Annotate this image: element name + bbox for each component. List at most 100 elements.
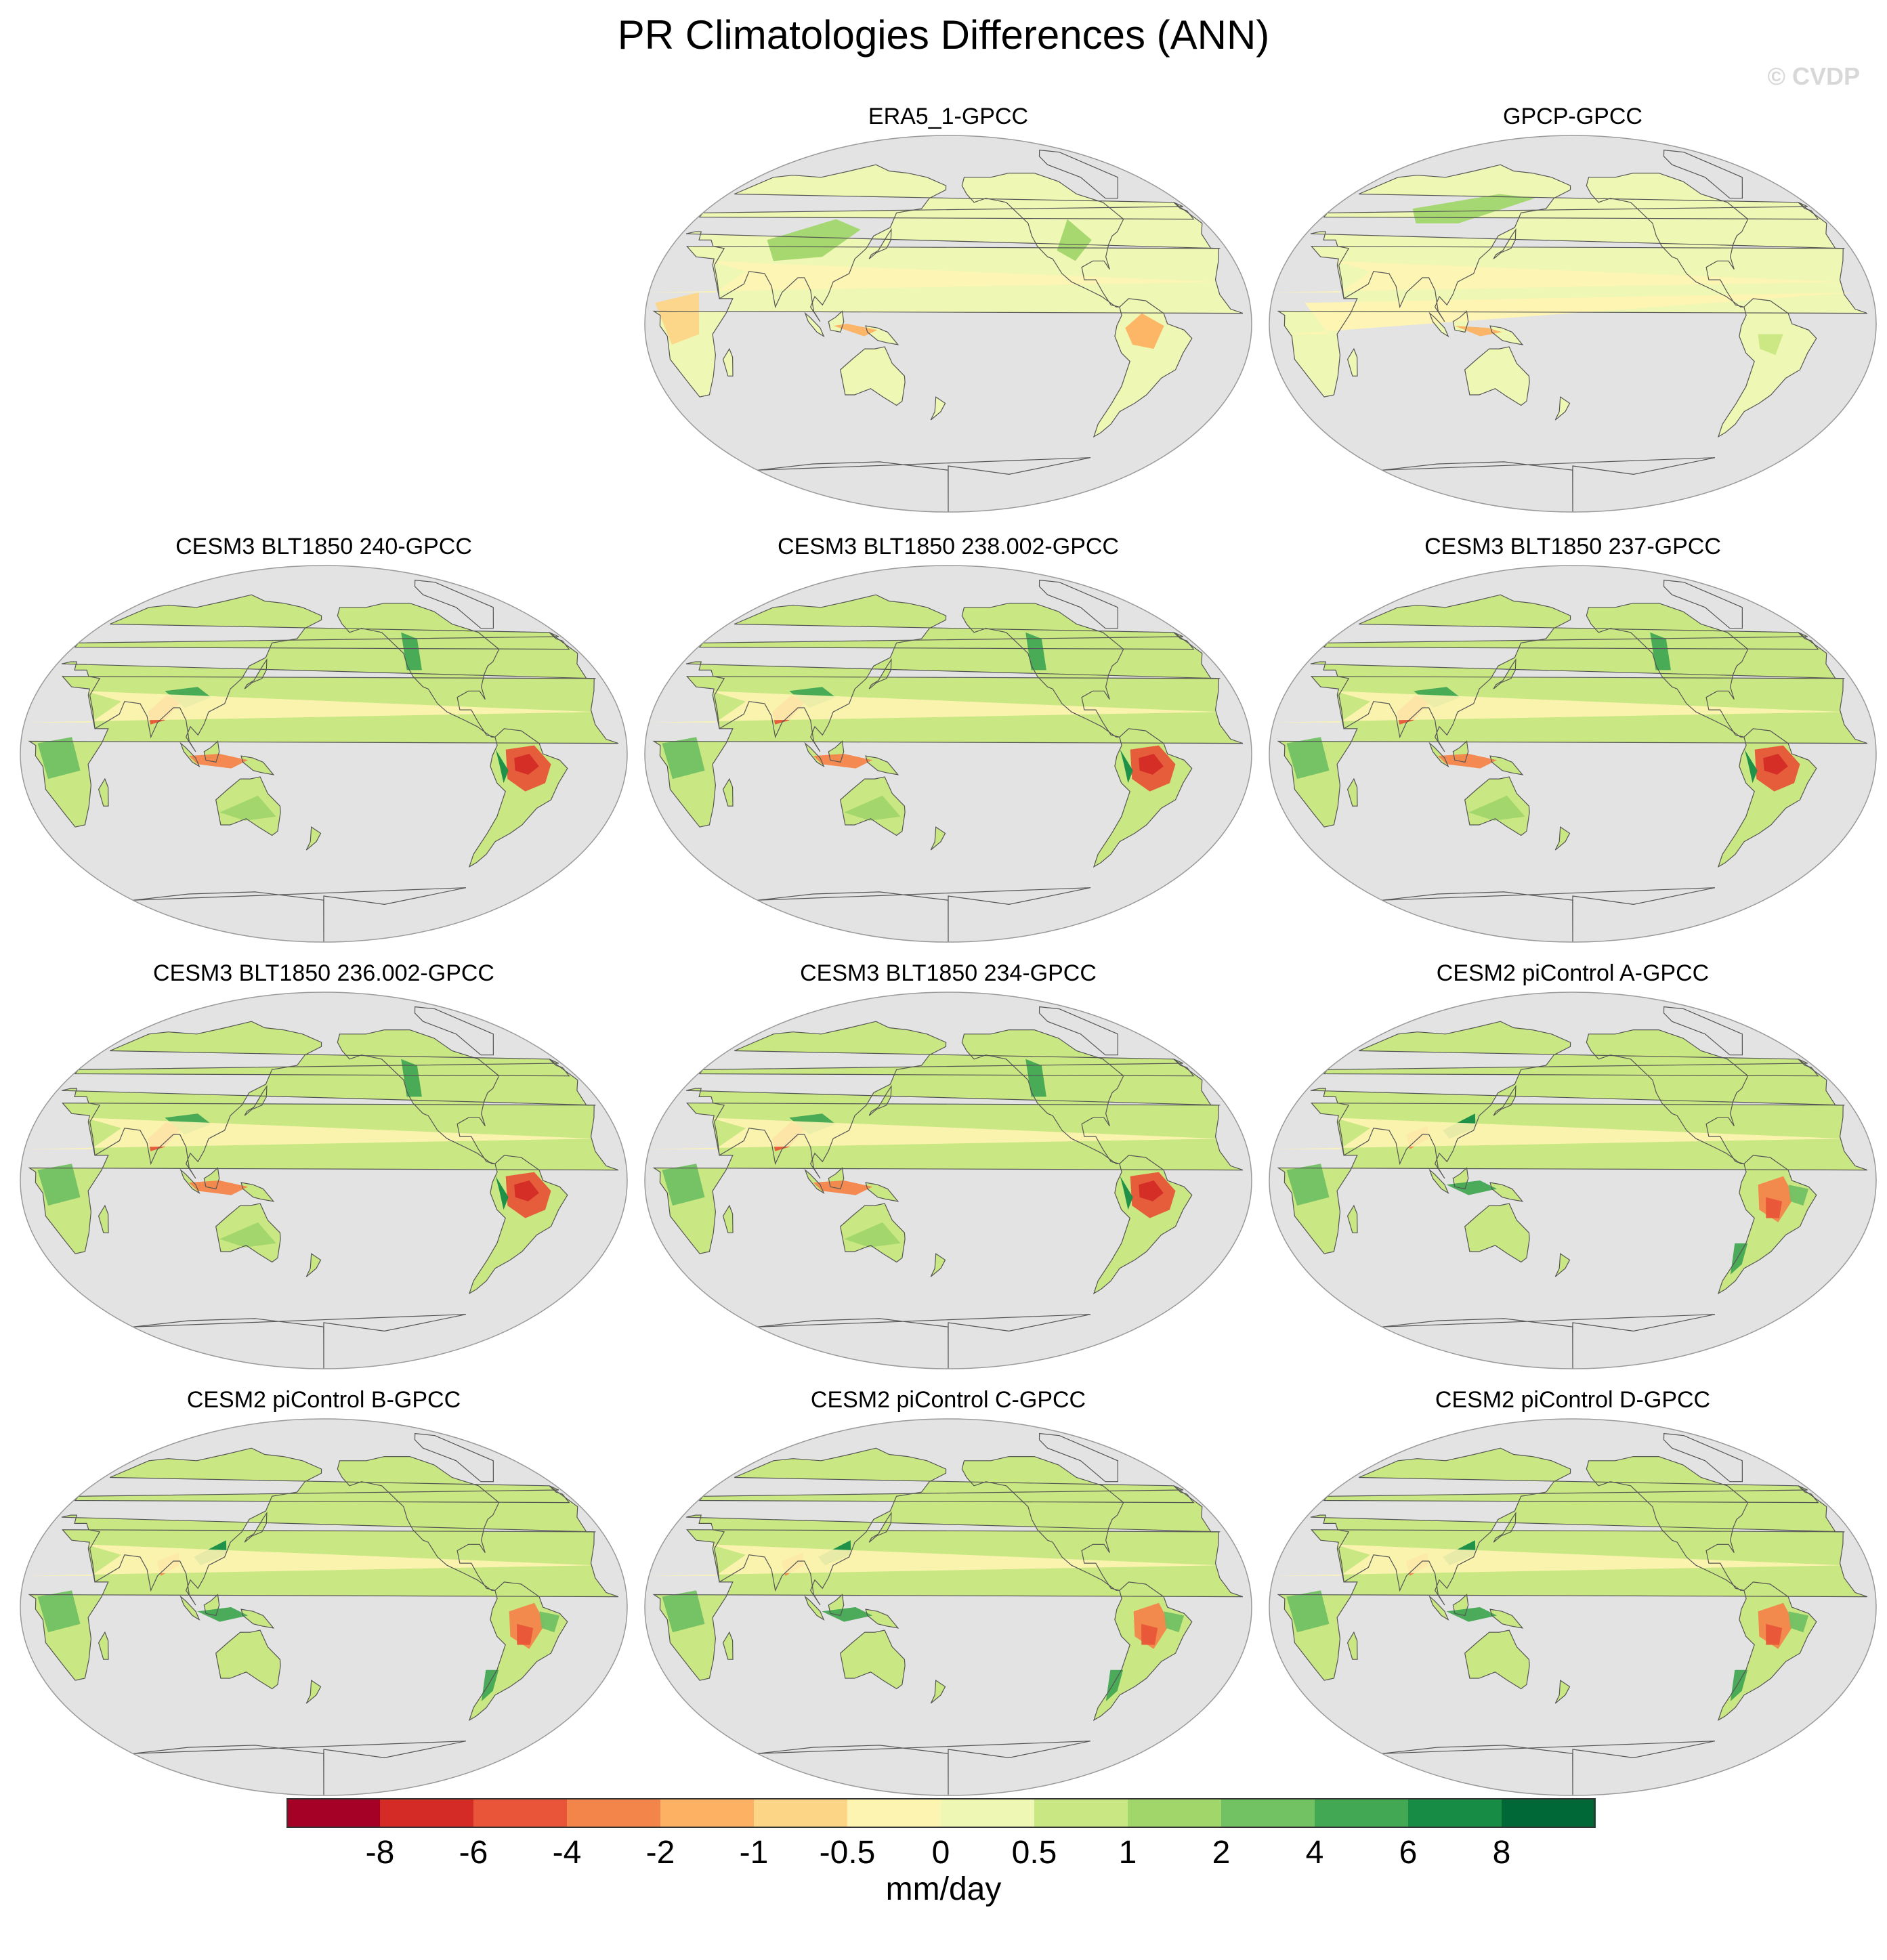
coastline — [698, 1059, 1195, 1077]
anomaly-patch — [517, 1623, 534, 1645]
anomaly-patch — [24, 1117, 595, 1149]
panel-title: GPCP-GPCC — [1503, 104, 1642, 129]
land-britain — [699, 1059, 1194, 1076]
coastline — [203, 1167, 220, 1190]
map-panel-svg — [644, 135, 1252, 513]
coastline — [1586, 1456, 1749, 1591]
land-nz — [1555, 827, 1570, 851]
map-panel-svg — [644, 565, 1252, 943]
land-greenland — [1663, 1006, 1743, 1056]
figure-title: PR Climatologies Differences (ANN) — [617, 12, 1270, 58]
coastline — [179, 742, 200, 767]
anomaly-patch — [514, 1180, 539, 1201]
land-newguinea — [866, 756, 898, 775]
colorbar-tick-label: -1 — [739, 1835, 769, 1871]
land-samerica — [1718, 298, 1817, 437]
land-newguinea — [241, 1183, 274, 1201]
coastline — [961, 1456, 1124, 1591]
coastline — [1323, 632, 1819, 650]
land-greenland — [1663, 149, 1743, 199]
land-namerica — [1586, 173, 1748, 307]
colorbar-box — [660, 1798, 755, 1828]
anomaly-patch — [1273, 261, 1844, 293]
land-antarctica — [1382, 887, 1716, 942]
land-britain — [75, 1059, 570, 1076]
land-namerica — [962, 173, 1124, 307]
coastline — [1493, 1084, 1517, 1116]
anomaly-patch — [1105, 1669, 1124, 1701]
anomaly-patch — [1286, 737, 1330, 780]
land-japan — [1493, 1513, 1516, 1543]
land-britain — [75, 632, 570, 649]
coastline — [244, 1084, 268, 1116]
land-newguinea — [1490, 756, 1523, 775]
coastline — [61, 594, 596, 752]
coastline — [840, 1203, 906, 1263]
anomaly-patch — [401, 632, 422, 670]
land-britain — [1323, 1059, 1819, 1076]
coastline — [840, 346, 906, 406]
land-antarctica — [1382, 457, 1716, 512]
anomaly-patch — [24, 1544, 595, 1576]
anomaly-patch — [1788, 1611, 1809, 1633]
anomaly-patch — [813, 1180, 873, 1195]
coastline — [1452, 740, 1469, 763]
anomaly-patch — [1766, 1197, 1783, 1218]
map-border — [1269, 992, 1877, 1369]
anomaly-patch — [481, 1669, 499, 1701]
coastline — [652, 1103, 1244, 1254]
coastline — [865, 755, 899, 775]
land-nz — [931, 827, 946, 851]
coastline — [1277, 676, 1868, 828]
land-newguinea — [241, 756, 274, 775]
land-greenland — [1038, 149, 1119, 199]
coastline — [468, 1581, 568, 1722]
anomaly-patch — [833, 324, 878, 337]
copyright-watermark: © CVDP — [1767, 62, 1860, 90]
coastline — [1310, 1447, 1845, 1606]
map-panel: CESM3 BLT1850 237-GPCC — [1261, 532, 1884, 955]
anomaly-patch — [767, 219, 861, 261]
anomaly-patch — [219, 795, 276, 821]
colorbar-units: mm/day — [885, 1871, 1002, 1907]
coastline — [1493, 228, 1517, 259]
coastline — [305, 1680, 322, 1704]
land-namerica — [337, 1029, 499, 1164]
land-antarctica — [757, 1741, 1091, 1795]
map-panel: CESM3 BLT1850 240-GPCC — [12, 532, 635, 955]
coastline — [1554, 1253, 1571, 1277]
coastline — [1489, 1182, 1524, 1202]
anomaly-patch — [662, 1164, 705, 1206]
coastline — [98, 777, 109, 807]
coastline — [1323, 1059, 1819, 1077]
coastline — [804, 1168, 825, 1194]
anomaly-patch — [1758, 334, 1783, 356]
land-newguinea — [1490, 1183, 1523, 1201]
land-australia — [215, 1630, 281, 1689]
coastline — [1586, 173, 1749, 307]
coastline — [240, 755, 275, 775]
coastline — [868, 1511, 892, 1543]
coastline — [865, 1609, 899, 1629]
map-panel: CESM3 BLT1850 234-GPCC — [637, 958, 1260, 1382]
coastline — [468, 1155, 568, 1295]
land-australia — [1464, 347, 1530, 406]
map-panel: CESM2 piControl D-GPCC — [1261, 1385, 1884, 1808]
coastline — [1586, 603, 1749, 738]
coastline — [1428, 742, 1449, 767]
map-border — [1269, 135, 1877, 513]
land-japan — [869, 660, 891, 689]
coastline — [98, 1204, 109, 1233]
map-panel: ERA5_1-GPCC — [637, 102, 1260, 525]
land-greenland — [414, 1432, 494, 1483]
coastline — [1310, 164, 1845, 322]
coastline — [1489, 325, 1524, 345]
coastline — [1717, 298, 1817, 438]
panel-title: CESM3 BLT1850 237-GPCC — [1424, 534, 1721, 559]
land-newguinea — [1490, 326, 1523, 345]
land-greenland — [414, 1006, 494, 1056]
coastline — [28, 1103, 619, 1254]
coastline — [240, 1182, 275, 1202]
anomaly-patch — [197, 1607, 249, 1622]
anomaly-patch — [1273, 1117, 1844, 1149]
